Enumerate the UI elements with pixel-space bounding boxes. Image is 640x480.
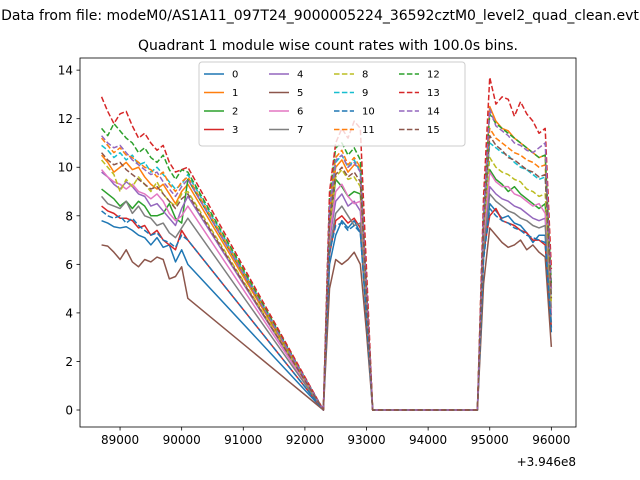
series-line-3 (101, 205, 553, 411)
x-tick-label: 91000 (224, 433, 262, 447)
series-line-8 (100, 156, 553, 411)
x-tick-label: 94000 (409, 433, 447, 447)
series-line-6 (100, 169, 553, 411)
x-tick-label: 96000 (532, 433, 570, 447)
series-line-14 (100, 108, 553, 411)
legend-label-12: 12 (427, 70, 440, 81)
legend-label-8: 8 (362, 70, 368, 81)
x-tick-label: 89000 (101, 433, 139, 447)
legend-label-3: 3 (232, 125, 238, 136)
plot-frame (79, 57, 577, 428)
legend-label-1: 1 (232, 88, 238, 99)
x-tick-label: 93000 (347, 433, 385, 447)
legend-label-5: 5 (297, 88, 303, 99)
legend-label-6: 6 (297, 107, 303, 118)
y-tick-label: 2 (65, 355, 73, 369)
chart-title: Quadrant 1 module wise count rates with … (138, 38, 518, 54)
series-line-11 (100, 127, 553, 411)
series-line-15 (100, 134, 553, 411)
series-line-5 (101, 227, 553, 411)
y-tick-label: 4 (65, 306, 73, 320)
legend-label-14: 14 (427, 107, 440, 118)
legend-label-10: 10 (362, 107, 375, 118)
series-line-0 (101, 202, 553, 411)
x-tick-label: 92000 (286, 433, 324, 447)
y-tick-label: 12 (58, 112, 73, 126)
y-tick-label: 6 (65, 258, 73, 272)
y-tick-label: 0 (65, 404, 73, 418)
y-tick-label: 10 (58, 161, 73, 175)
y-tick-label: 8 (65, 209, 73, 223)
legend-label-15: 15 (427, 125, 440, 136)
series-line-7 (100, 193, 553, 411)
series-line-4 (101, 171, 553, 411)
figure-suptitle: Data from file: modeM0/AS1A11_097T24_900… (1, 8, 639, 24)
legend-label-9: 9 (362, 88, 368, 99)
x-offset-label: +3.946e8 (517, 455, 576, 469)
legend-label-4: 4 (297, 70, 303, 81)
x-tick-label: 95000 (471, 433, 509, 447)
x-tick-label: 90000 (163, 433, 201, 447)
legend-label-13: 13 (427, 88, 440, 99)
legend-label-7: 7 (297, 125, 303, 136)
axes-layer: 89000 90000 91000 92000 93000 94000 95000 96000… (58, 57, 577, 447)
y-tick-label: 14 (58, 64, 73, 78)
legend-label-0: 0 (232, 70, 238, 81)
legend-label-11: 11 (362, 125, 375, 136)
legend-label-2: 2 (232, 107, 238, 118)
series-line-10 (101, 207, 553, 411)
series-layer (100, 76, 553, 411)
legend-frame (198, 61, 466, 147)
series-line-2 (101, 168, 553, 411)
